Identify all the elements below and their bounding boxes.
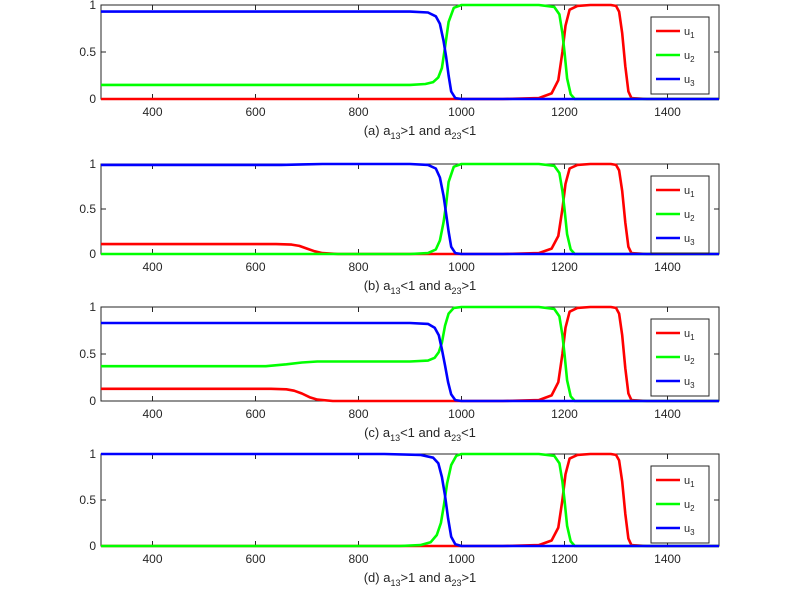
x-tick-label-b-600: 600	[245, 260, 265, 274]
y-tick-label-d-1: 0.5	[79, 493, 96, 507]
panel-d: 400 600 800 1000 1200 1400 0 0.5 1 u1 u2 u3 (d) a13>…	[79, 447, 720, 588]
x-tick-label-d-1400: 1400	[654, 552, 681, 566]
y-tick-label-a-1: 0.5	[79, 45, 96, 59]
panel-c: 400 600 800 1000 1200 1400 0 0.5 1 u1 u2 u3 (c) a13<…	[79, 300, 720, 443]
legend-label-d-2: u2	[684, 499, 695, 513]
x-tick-label-c-400: 400	[142, 407, 162, 421]
panel-b: 400 600 800 1000 1200 1400 0 0.5 1 u1 u2 u3 (b) a13<…	[79, 157, 720, 296]
legend-label-b-3: u3	[684, 233, 695, 247]
y-tick-label-c-0: 0	[89, 394, 96, 408]
series-u3-b	[101, 162, 719, 256]
x-tick-label-c-1400: 1400	[654, 407, 681, 421]
series-u2-c	[101, 305, 719, 403]
x-tick-label-c-600: 600	[245, 407, 265, 421]
x-tick-label-b-800: 800	[348, 260, 368, 274]
x-tick-label-c-1000: 1000	[448, 407, 475, 421]
axes-box-a	[100, 4, 720, 100]
x-tick-label-d-1200: 1200	[551, 552, 578, 566]
x-tick-label-d-800: 800	[348, 552, 368, 566]
x-tick-label-a-600: 600	[245, 105, 265, 119]
legend-label-b-1: u1	[684, 185, 695, 199]
y-tick-label-a-2: 1	[89, 0, 96, 12]
legend-label-d-3: u3	[684, 523, 695, 537]
x-tick-label-b-1200: 1200	[551, 260, 578, 274]
y-tick-label-c-1: 0.5	[79, 347, 96, 361]
caption-d: (d) a13>1 and a23>1	[364, 570, 477, 588]
series-u2-d	[101, 452, 719, 548]
x-tick-label-d-1000: 1000	[448, 552, 475, 566]
x-tick-label-a-400: 400	[142, 105, 162, 119]
legend-label-b-2: u2	[684, 209, 695, 223]
series-u2-a	[101, 3, 719, 101]
x-tick-label-a-1400: 1400	[654, 105, 681, 119]
x-tick-label-b-1400: 1400	[654, 260, 681, 274]
legend-label-d-1: u1	[684, 475, 695, 489]
series-u3-c	[101, 321, 719, 403]
x-tick-label-c-800: 800	[348, 407, 368, 421]
legend-label-c-2: u2	[684, 352, 695, 366]
x-tick-label-a-800: 800	[348, 105, 368, 119]
series-u2-b	[101, 162, 719, 256]
x-tick-label-d-400: 400	[142, 552, 162, 566]
x-tick-label-a-1200: 1200	[551, 105, 578, 119]
y-tick-label-a-0: 0	[89, 92, 96, 106]
legend-label-c-1: u1	[684, 328, 695, 342]
series-u1-a	[101, 3, 719, 101]
x-tick-label-a-1000: 1000	[448, 105, 475, 119]
y-tick-label-c-2: 1	[89, 300, 96, 314]
legend-label-a-1: u1	[684, 26, 695, 40]
y-tick-label-b-1: 0.5	[79, 202, 96, 216]
legend-label-c-3: u3	[684, 376, 695, 390]
caption-a: (a) a13>1 and a23<1	[364, 123, 477, 141]
x-tick-label-c-1200: 1200	[551, 407, 578, 421]
y-tick-label-d-0: 0	[89, 539, 96, 553]
x-tick-label-d-600: 600	[245, 552, 265, 566]
y-tick-label-b-2: 1	[89, 157, 96, 171]
panel-a: 400 600 800 1000 1200 1400 0 0.5 1 u1 u2 u3 (a) a13>…	[79, 0, 720, 141]
y-tick-label-b-0: 0	[89, 247, 96, 261]
y-tick-label-d-2: 1	[89, 447, 96, 461]
legend-label-a-3: u3	[684, 74, 695, 88]
caption-c: (c) a13<1 and a23<1	[364, 425, 476, 443]
x-tick-label-b-1000: 1000	[448, 260, 475, 274]
series-u3-d	[101, 452, 719, 548]
axes-box-d	[100, 453, 720, 547]
x-tick-label-b-400: 400	[142, 260, 162, 274]
caption-b: (b) a13<1 and a23>1	[364, 278, 477, 296]
series-u3-a	[101, 10, 719, 101]
legend-label-a-2: u2	[684, 50, 695, 64]
series-u1-d	[101, 452, 719, 548]
